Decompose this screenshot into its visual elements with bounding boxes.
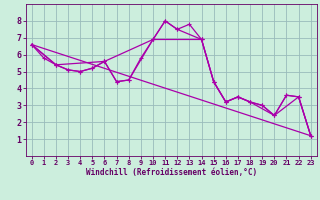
X-axis label: Windchill (Refroidissement éolien,°C): Windchill (Refroidissement éolien,°C) [86,168,257,177]
